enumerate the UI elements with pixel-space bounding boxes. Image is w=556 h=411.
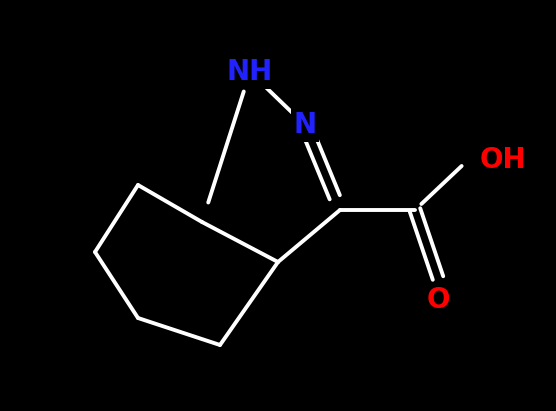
Text: NH: NH [227, 58, 273, 86]
Text: N: N [294, 111, 316, 139]
Text: O: O [426, 286, 450, 314]
Text: OH: OH [480, 146, 527, 174]
